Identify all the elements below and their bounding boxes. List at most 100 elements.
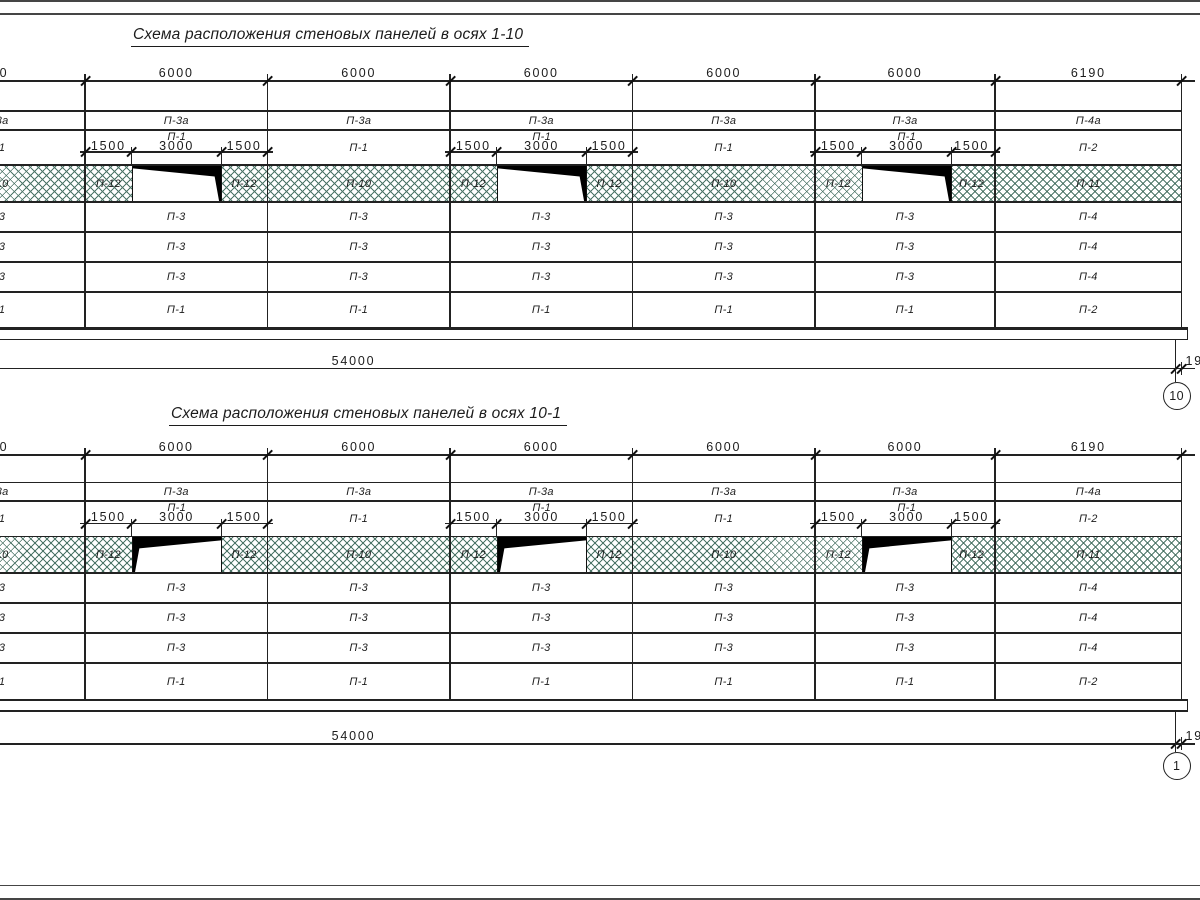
panel-label: П-10 <box>711 548 737 561</box>
window-dim-label: 1500 <box>820 138 856 153</box>
bay-dim-label: 6000 <box>887 65 923 80</box>
panel-label: П-12 <box>959 177 985 190</box>
bay-boundary-line <box>814 73 816 329</box>
panel-label: П-3а <box>892 485 918 498</box>
panel-label: П-3 <box>349 582 369 594</box>
window-sash-wedge <box>132 165 221 202</box>
window-lintel-label: П-1 <box>532 130 552 143</box>
diagram-title-1: Схема расположения стеновых панелей в ос… <box>131 26 530 47</box>
panel-label: П-3а <box>528 485 554 498</box>
panel-label: П-3а <box>163 114 189 127</box>
panel-label: П-3 <box>0 271 5 283</box>
panel-label: П-12 <box>95 548 121 561</box>
bay-dim-label: 6000 <box>341 65 377 80</box>
panel-label: П-3 <box>349 271 369 283</box>
bay-boundary-line <box>814 447 816 700</box>
window-dim-label: 3000 <box>889 510 925 524</box>
total-dim-label: 54000 <box>331 353 376 368</box>
panel-label: П-10 <box>346 177 372 190</box>
panel-label: П-3 <box>714 211 734 223</box>
panel-label: П-1 <box>349 141 369 154</box>
panel-label: П-4 <box>1079 642 1098 654</box>
panel-label: П-3 <box>895 582 915 594</box>
window-sash-wedge <box>862 536 951 573</box>
window-lintel-label: П-1 <box>897 501 917 514</box>
panel-label: П-3 <box>531 271 551 283</box>
window-dim-label: 1500 <box>820 510 856 524</box>
panel-label: П-3 <box>531 241 551 253</box>
panel-label: П-1 <box>714 141 734 154</box>
panel-label: П-3а <box>346 114 372 127</box>
grid-row-line <box>0 500 1182 502</box>
bay-boundary-line <box>631 73 634 329</box>
window-dim-label: 1500 <box>90 510 126 524</box>
panel-label: П-3 <box>166 582 186 594</box>
window-sash-wedge <box>132 536 221 573</box>
top-dimension-line <box>0 80 1195 82</box>
grid-row-line <box>0 129 1182 131</box>
grid-row-line <box>0 698 1188 702</box>
wall-right-edge <box>1181 73 1183 329</box>
panel-label: П-3 <box>895 241 915 253</box>
window-lintel-label: П-1 <box>167 130 187 143</box>
window-opening <box>131 536 222 573</box>
panel-label: П-1 <box>0 513 5 525</box>
panel-label: П-3а <box>892 114 918 127</box>
bay-dim-label: 6190 <box>1070 65 1106 80</box>
window-dim-label: 3000 <box>524 138 560 153</box>
opening-extension-line <box>586 147 588 165</box>
panel-label: П-12 <box>825 177 851 190</box>
window-dim-label: 1500 <box>90 138 126 153</box>
panel-label: П-3 <box>714 582 734 594</box>
panel-label: П-3 <box>895 271 915 283</box>
panel-label: П-3 <box>714 642 734 654</box>
top-dimension-line <box>0 454 1195 456</box>
opening-extension-line <box>951 518 953 537</box>
bay-dim-label: 6000 <box>341 439 377 454</box>
edge-dim-label: 190 <box>1185 353 1200 368</box>
panel-label: П-3а <box>711 114 737 127</box>
panel-label: П-4 <box>1079 612 1098 624</box>
panel-label: П-3 <box>0 612 5 624</box>
panel-label: П-12 <box>231 548 257 561</box>
window-dim-label: 1500 <box>591 138 627 153</box>
window-opening <box>131 165 222 202</box>
panel-label: П-1 <box>166 675 186 688</box>
panel-label: П-1 <box>531 675 551 688</box>
bay-dim-label: 6000 <box>706 65 742 80</box>
panel-label: П-3а <box>0 114 9 127</box>
axis-line <box>1175 339 1177 382</box>
panel-label: П-3 <box>0 582 5 594</box>
panel-label: П-3а <box>0 485 9 498</box>
grid-row-line <box>0 261 1182 263</box>
panel-label: П-1 <box>0 142 5 154</box>
panel-label: П-3 <box>531 642 551 654</box>
panel-label: П-3 <box>0 211 5 223</box>
window-dimension-line <box>80 522 273 525</box>
panel-label: П-2 <box>1079 512 1098 525</box>
grid-row-line <box>0 164 1182 166</box>
panel-label: П-12 <box>460 548 486 561</box>
bay-dim-label: 6000 <box>158 65 194 80</box>
panel-label: П-3 <box>895 642 915 654</box>
panel-label: П-12 <box>231 177 257 190</box>
window-dim-label: 3000 <box>159 138 195 153</box>
window-dimension-line <box>810 151 1000 153</box>
opening-extension-line <box>861 147 863 165</box>
grid-row-line <box>0 535 1182 538</box>
panel-label: П-10 <box>0 548 9 561</box>
window-opening <box>496 165 587 202</box>
bay-dim-label: 6000 <box>706 439 742 454</box>
window-sash-wedge <box>862 165 951 202</box>
bay-boundary-line <box>994 73 996 329</box>
bay-boundary-line <box>631 447 634 700</box>
plinth-band-bottom <box>0 338 1188 341</box>
panel-label: П-3 <box>349 241 369 253</box>
bay-dim-label: 6000 <box>523 439 559 454</box>
panel-label: П-1 <box>714 512 734 525</box>
panel-label: П-1 <box>0 304 5 316</box>
panel-label: П-10 <box>711 177 737 190</box>
grid-row-line <box>0 481 1182 484</box>
panel-label: П-3 <box>349 211 369 223</box>
panel-label: П-3а <box>163 485 189 498</box>
